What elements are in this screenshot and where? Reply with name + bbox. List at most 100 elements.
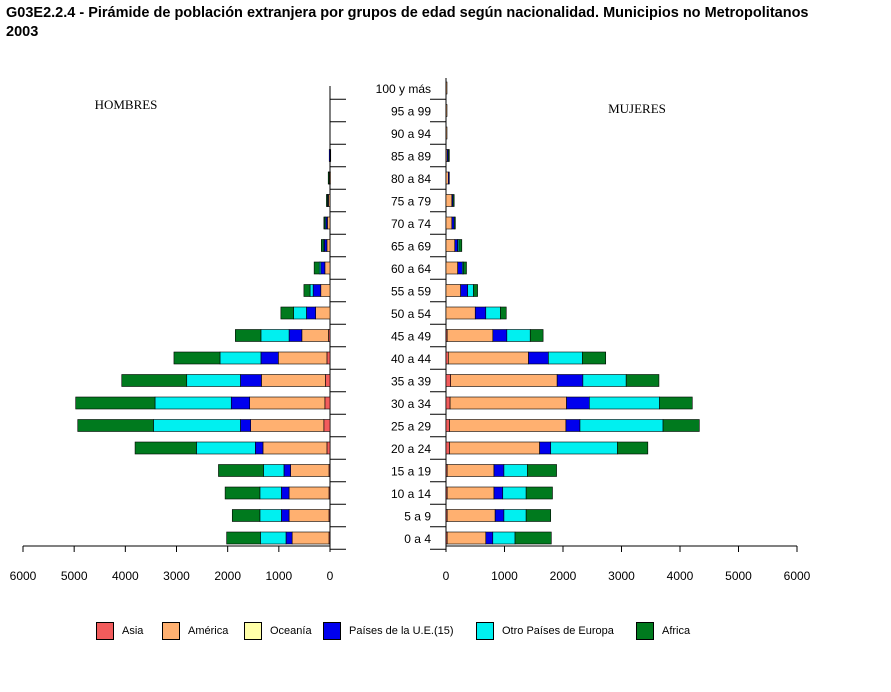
hombres-x-tick-label: 4000 (112, 569, 139, 583)
legend-item-asia: Asia (96, 620, 143, 642)
mujeres-bar-45-a-49-paises-de-la-u-e-15 (492, 329, 508, 342)
legend-label-america: América (188, 625, 229, 637)
mujeres-bar-60-a-64-america (445, 261, 458, 275)
mujeres-bar-70-a-74-america (445, 216, 453, 230)
hombres-bar-50-a-54-africa (280, 306, 294, 320)
mujeres-bar-95-a-99-america (445, 104, 448, 117)
category-label-80-a-84: 80 a 84 (391, 172, 431, 186)
mujeres-bar-35-a-39-otro-paises-de-europa (582, 374, 627, 387)
category-label-95-a-99: 95 a 99 (391, 105, 431, 119)
category-label-70-a-74: 70 a 74 (391, 217, 431, 231)
hombres-bar-20-a-24-otro-paises-de-europa (196, 441, 256, 455)
hombres-bar-20-a-24-paises-de-la-u-e-15 (255, 441, 264, 455)
legend-item-otro-europa: Otro Países de Europa (476, 620, 614, 642)
legend-swatch-ue15 (323, 622, 341, 640)
mujeres-bar-5-a-9-africa (525, 509, 552, 522)
legend-label-otro-europa: Otro Países de Europa (502, 625, 614, 637)
hombres-bar-55-a-59-africa (303, 284, 311, 297)
chart-title: G03E2.2.4 - Pirámide de población extran… (6, 4, 886, 42)
hombres-bar-65-a-69-paises-de-la-u-e-15 (324, 239, 328, 252)
mujeres-bar-60-a-64-africa (463, 261, 467, 275)
hombres-bar-15-a-19-paises-de-la-u-e-15 (283, 464, 291, 477)
hombres-bar-60-a-64-paises-de-la-u-e-15 (320, 261, 326, 275)
mujeres-bar-25-a-29-paises-de-la-u-e-15 (565, 419, 581, 432)
mujeres-bar-10-a-14-paises-de-la-u-e-15 (493, 486, 504, 500)
mujeres-bar-20-a-24-otro-paises-de-europa (550, 441, 618, 455)
panel-title-mujeres: MUJERES (608, 101, 666, 116)
hombres-bar-20-a-24-africa (134, 441, 197, 455)
mujeres-bar-40-a-44-africa (582, 351, 607, 365)
hombres-bar-40-a-44-america (278, 351, 328, 365)
legend-item-ue15: Países de la U.E.(15) (323, 620, 454, 642)
hombres-bar-15-a-19-africa (218, 464, 264, 477)
mujeres-bar-50-a-54-otro-paises-de-europa (485, 306, 501, 320)
mujeres-bar-35-a-39-africa (625, 374, 660, 387)
mujeres-x-tick-label: 1000 (491, 569, 518, 583)
mujeres-bar-30-a-34-america (449, 396, 567, 410)
legend-label-ue15: Países de la U.E.(15) (349, 625, 454, 637)
hombres-bar-0-a-4-america (291, 531, 330, 545)
mujeres-bar-35-a-39-america (450, 374, 558, 387)
hombres-bar-75-a-79-africa (326, 194, 328, 207)
mujeres-bar-45-a-49-america (446, 329, 494, 342)
hombres-bar-35-a-39-asia (325, 374, 331, 387)
mujeres-bar-25-a-29-america (449, 419, 567, 432)
mujeres-bar-20-a-24-africa (617, 441, 649, 455)
category-label-65-a-69: 65 a 69 (391, 240, 431, 254)
mujeres-bar-50-a-54-paises-de-la-u-e-15 (474, 306, 487, 320)
hombres-bar-25-a-29-otro-paises-de-europa (153, 419, 241, 432)
legend-swatch-africa (636, 622, 654, 640)
hombres-bar-25-a-29-paises-de-la-u-e-15 (240, 419, 251, 432)
mujeres-bar-20-a-24-america (449, 441, 540, 455)
hombres-x-tick-label: 6000 (10, 569, 37, 583)
legend-swatch-asia (96, 622, 114, 640)
hombres-bar-0-a-4-africa (226, 531, 261, 545)
mujeres-bar-50-a-54-africa (500, 306, 507, 320)
hombres-x-tick-label: 5000 (61, 569, 88, 583)
hombres-bar-70-a-74-america (327, 216, 331, 230)
mujeres-bar-5-a-9-america (446, 509, 496, 522)
mujeres-bar-25-a-29-otro-paises-de-europa (579, 419, 664, 432)
mujeres-bar-10-a-14-africa (525, 486, 553, 500)
category-label-5-a-9: 5 a 9 (404, 510, 431, 524)
category-label-50-a-54: 50 a 54 (391, 307, 431, 321)
hombres-bar-25-a-29-africa (77, 419, 154, 432)
legend-swatch-america (162, 622, 180, 640)
hombres-bar-65-a-69-africa (320, 239, 324, 252)
hombres-bar-45-a-49-africa (235, 329, 262, 342)
hombres-bar-35-a-39-america (261, 374, 326, 387)
mujeres-bar-5-a-9-paises-de-la-u-e-15 (494, 509, 505, 522)
hombres-bar-5-a-9-america (288, 509, 330, 522)
hombres-bar-85-a-89-paises-de-la-u-e-15 (328, 149, 331, 162)
mujeres-x-tick-label: 6000 (784, 569, 811, 583)
hombres-x-tick-label: 0 (327, 569, 334, 583)
hombres-bar-35-a-39-otro-paises-de-europa (186, 374, 241, 387)
category-label-20-a-24: 20 a 24 (391, 442, 431, 456)
mujeres-x-tick-label: 5000 (725, 569, 752, 583)
category-label-45-a-49: 45 a 49 (391, 330, 431, 344)
mujeres-bar-35-a-39-paises-de-la-u-e-15 (556, 374, 584, 387)
mujeres-bar-35-a-39-asia (445, 374, 451, 387)
hombres-bar-35-a-39-paises-de-la-u-e-15 (240, 374, 262, 387)
chart-legend: Asia América Oceanía Países de la U.E.(1… (96, 620, 856, 648)
legend-swatch-oceania (244, 622, 262, 640)
hombres-bar-45-a-49-paises-de-la-u-e-15 (288, 329, 303, 342)
mujeres-bar-40-a-44-otro-paises-de-europa (548, 351, 583, 365)
hombres-bar-65-a-69-america (326, 239, 331, 252)
hombres-bar-30-a-34-asia (324, 396, 331, 410)
hombres-bar-30-a-34-africa (75, 396, 156, 410)
mujeres-bar-20-a-24-paises-de-la-u-e-15 (539, 441, 552, 455)
mujeres-bar-15-a-19-africa (527, 464, 557, 477)
legend-item-oceania: Oceanía (244, 620, 312, 642)
mujeres-bar-65-a-69-america (445, 239, 456, 252)
hombres-bar-10-a-14-paises-de-la-u-e-15 (281, 486, 290, 500)
hombres-bar-5-a-9-otro-paises-de-europa (259, 509, 282, 522)
legend-label-oceania: Oceanía (270, 625, 312, 637)
hombres-bar-40-a-44-asia (326, 351, 331, 365)
mujeres-bar-0-a-4-america (446, 531, 487, 545)
hombres-bar-30-a-34-paises-de-la-u-e-15 (230, 396, 250, 410)
mujeres-bar-40-a-44-america (448, 351, 529, 365)
category-label-15-a-19: 15 a 19 (391, 465, 431, 479)
mujeres-x-tick-label: 3000 (608, 569, 635, 583)
mujeres-bar-75-a-79-africa (452, 194, 455, 207)
